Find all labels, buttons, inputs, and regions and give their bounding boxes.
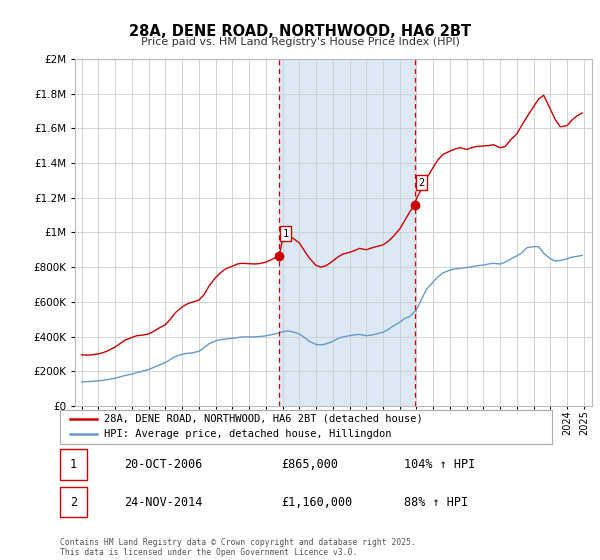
Text: Contains HM Land Registry data © Crown copyright and database right 2025.
This d: Contains HM Land Registry data © Crown c…: [60, 538, 416, 557]
Bar: [279, 59, 415, 406]
Text: £865,000: £865,000: [281, 458, 338, 471]
Text: HPI: Average price, detached house, Hillingdon: HPI: Average price, detached house, Hill…: [104, 430, 392, 440]
Text: 28A, DENE ROAD, NORTHWOOD, HA6 2BT (detached house): 28A, DENE ROAD, NORTHWOOD, HA6 2BT (deta…: [104, 414, 423, 424]
Text: 1: 1: [283, 228, 289, 239]
Text: £1,160,000: £1,160,000: [281, 496, 353, 508]
Text: Price paid vs. HM Land Registry's House Price Index (HPI): Price paid vs. HM Land Registry's House …: [140, 37, 460, 47]
Text: 2: 2: [70, 496, 77, 508]
Text: 20-OCT-2006: 20-OCT-2006: [124, 458, 202, 471]
Bar: [60, 487, 87, 517]
Text: 2: 2: [418, 178, 424, 188]
Text: 1: 1: [70, 458, 77, 471]
Text: 28A, DENE ROAD, NORTHWOOD, HA6 2BT: 28A, DENE ROAD, NORTHWOOD, HA6 2BT: [129, 24, 471, 39]
Text: 88% ↑ HPI: 88% ↑ HPI: [404, 496, 469, 508]
Text: 104% ↑ HPI: 104% ↑ HPI: [404, 458, 476, 471]
Text: 24-NOV-2014: 24-NOV-2014: [124, 496, 202, 508]
Bar: [60, 449, 87, 479]
